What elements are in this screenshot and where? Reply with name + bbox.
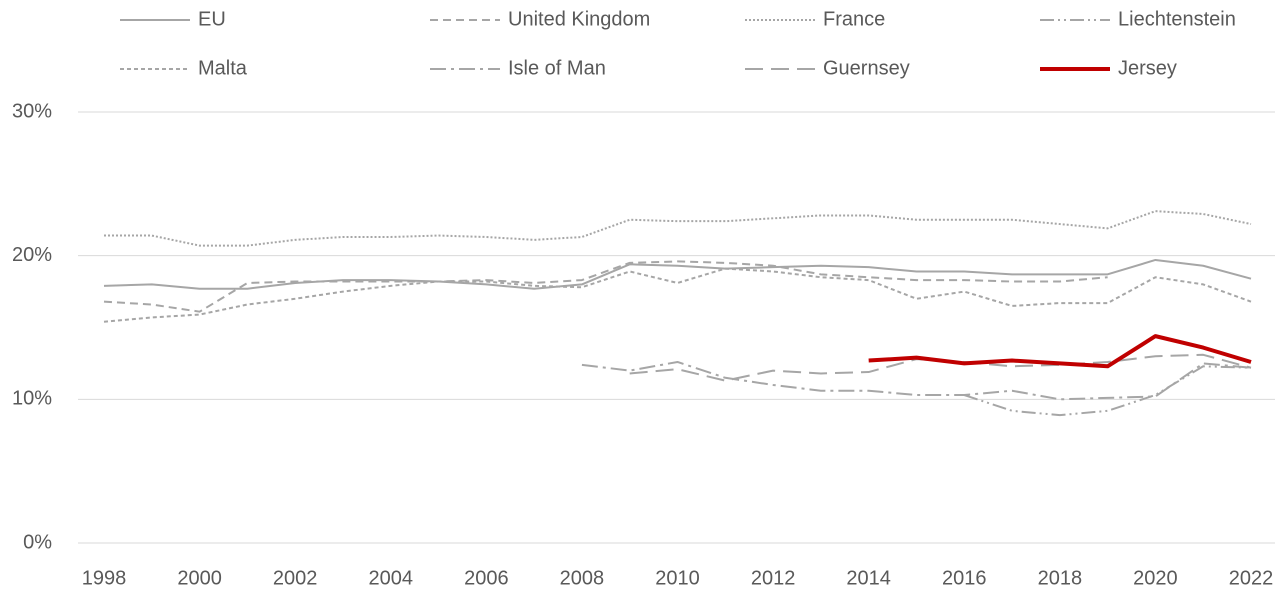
y-tick-label: 10% (12, 388, 52, 410)
x-tick-label: 1998 (82, 567, 127, 589)
x-tick-label: 2016 (942, 567, 987, 589)
series-line (103, 258, 1252, 290)
legend-label: Isle of Man (508, 57, 606, 79)
x-tick-label: 2020 (1133, 567, 1178, 589)
x-tick-label: 2008 (560, 567, 605, 589)
x-tick-label: 2022 (1229, 567, 1274, 589)
legend-label: Guernsey (823, 57, 910, 79)
x-tick-label: 2000 (177, 567, 222, 589)
series-line (104, 210, 1252, 247)
x-tick-label: 2010 (655, 567, 700, 589)
series-line (103, 260, 1108, 313)
legend-label: Liechtenstein (1118, 8, 1236, 30)
series-line (581, 360, 1252, 401)
x-tick-label: 2006 (464, 567, 509, 589)
x-tick-label: 2012 (751, 567, 796, 589)
series-line (868, 334, 1252, 369)
x-tick-label: 2002 (273, 567, 318, 589)
x-tick-label: 2004 (369, 567, 414, 589)
x-tick-label: 2014 (846, 567, 891, 589)
legend-label: EU (198, 8, 226, 30)
series-line (963, 365, 1252, 417)
x-tick-label: 2018 (1038, 567, 1083, 589)
y-tick-label: 0% (23, 531, 52, 553)
legend-label: France (823, 8, 885, 30)
legend-label: United Kingdom (508, 8, 650, 30)
y-tick-label: 20% (12, 244, 52, 266)
legend-label: Malta (198, 57, 248, 79)
legend-label: Jersey (1118, 57, 1177, 79)
y-tick-label: 30% (12, 100, 52, 122)
series-line (103, 267, 1252, 323)
